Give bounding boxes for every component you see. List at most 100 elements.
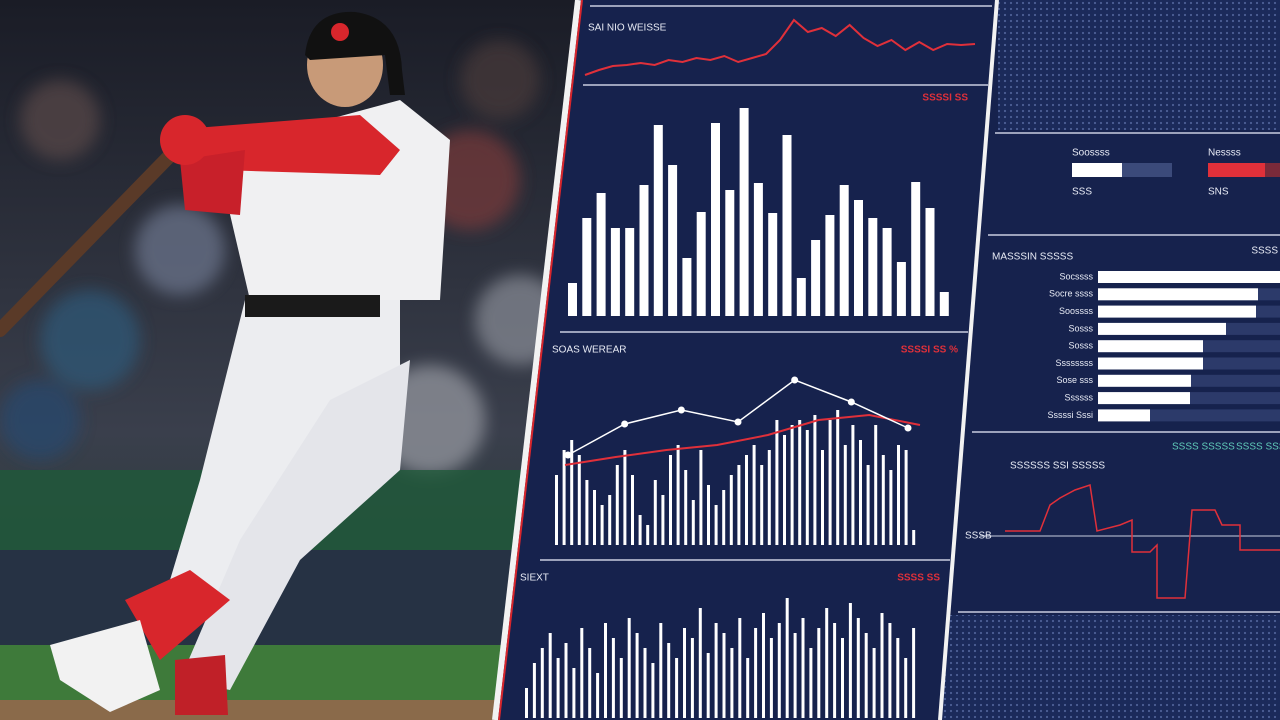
- bar-label: Socre ssss: [1049, 289, 1094, 299]
- point: [677, 406, 685, 414]
- bar: [805, 430, 809, 545]
- bar: [707, 485, 710, 545]
- bar: [669, 455, 672, 545]
- bar: [615, 465, 619, 545]
- legend-swatch: [1208, 163, 1265, 177]
- panel-title: SSSSSS SSI SSSSS: [1010, 461, 1105, 472]
- bar: [821, 450, 824, 545]
- divider: [938, 0, 999, 720]
- bar: [825, 608, 829, 718]
- panel-label: SSSSI SS: [922, 93, 968, 104]
- bar: [725, 190, 735, 316]
- divider-accent: [498, 0, 583, 720]
- bar: [668, 165, 678, 316]
- bar: [828, 420, 832, 545]
- bar: [848, 603, 852, 718]
- bar: [880, 613, 884, 718]
- bar: [691, 500, 695, 545]
- bar: [580, 628, 584, 718]
- bar: [897, 445, 900, 545]
- bar: [577, 455, 581, 545]
- bar-label: Sosss: [1068, 341, 1093, 351]
- bar: [572, 668, 576, 718]
- bar: [730, 648, 734, 718]
- bar: [796, 278, 806, 316]
- bar: [911, 182, 921, 316]
- legend-sub: SSS: [1072, 187, 1092, 198]
- bar-label: Sosss: [1068, 323, 1093, 333]
- bar: [889, 470, 893, 545]
- bar: [881, 455, 885, 545]
- bar: [593, 490, 596, 545]
- bar: [639, 185, 649, 316]
- point: [734, 418, 742, 426]
- bar: [661, 495, 665, 545]
- bar: [754, 628, 758, 718]
- bar: [627, 618, 631, 718]
- legend-swatch: [1072, 163, 1122, 177]
- panel-label: SSSSI SS %: [901, 345, 958, 356]
- bar: [540, 648, 544, 718]
- legend-name: SSSS SSSS: [1236, 442, 1280, 453]
- bar: [811, 240, 821, 316]
- bar: [912, 530, 916, 545]
- legend-name: SSSS SSSSS: [1172, 442, 1235, 453]
- bar: [888, 623, 892, 718]
- bar: [746, 658, 750, 718]
- panel-title: MASSSIN SSSSS: [992, 252, 1073, 263]
- bar: [653, 125, 663, 316]
- bar: [698, 608, 702, 718]
- bar: [785, 598, 789, 718]
- bar: [912, 628, 916, 718]
- bar: [683, 628, 686, 718]
- bar: [682, 258, 692, 316]
- bar: [868, 218, 878, 316]
- bar: [809, 648, 813, 718]
- point: [791, 376, 799, 384]
- bar: [562, 450, 566, 545]
- bar: [843, 445, 847, 545]
- bar-label: Soossss: [1059, 306, 1094, 316]
- bar-label: Sose sss: [1056, 375, 1093, 385]
- point: [564, 451, 572, 459]
- bar-label: Ssssss: [1064, 392, 1093, 402]
- bar: [768, 213, 778, 316]
- panel-label: SSSS: [1251, 246, 1278, 257]
- bar: [939, 292, 949, 316]
- bar: [882, 228, 892, 316]
- bar: [699, 450, 703, 545]
- bar: [896, 638, 900, 718]
- bar: [714, 505, 718, 545]
- point: [847, 398, 855, 406]
- bar: [690, 638, 694, 718]
- bar: [1098, 374, 1191, 387]
- bar: [653, 480, 657, 545]
- bar: [738, 618, 742, 718]
- bar: [1098, 271, 1280, 283]
- bar: [775, 420, 779, 545]
- bar: [706, 653, 710, 718]
- bar: [619, 658, 623, 718]
- bar: [1098, 357, 1203, 370]
- bar: [760, 465, 764, 545]
- photo: [0, 0, 600, 720]
- point: [621, 420, 629, 428]
- step-line: [1005, 484, 1280, 599]
- bar: [722, 633, 726, 718]
- bar-label: Ssssssss: [1055, 358, 1093, 368]
- bar: [532, 663, 536, 718]
- bar: [825, 215, 835, 316]
- bar: [798, 420, 802, 545]
- bar: [651, 663, 655, 718]
- dashboard: [495, 0, 1280, 720]
- bar: [608, 495, 612, 545]
- bar: [631, 475, 634, 545]
- panel-title: SOAS WEREAR: [552, 345, 626, 356]
- bar: [767, 450, 771, 545]
- texture: [940, 615, 1280, 720]
- bar: [585, 480, 589, 545]
- bar-label: Socssss: [1059, 271, 1093, 281]
- bar: [866, 465, 870, 545]
- bar: [684, 470, 688, 545]
